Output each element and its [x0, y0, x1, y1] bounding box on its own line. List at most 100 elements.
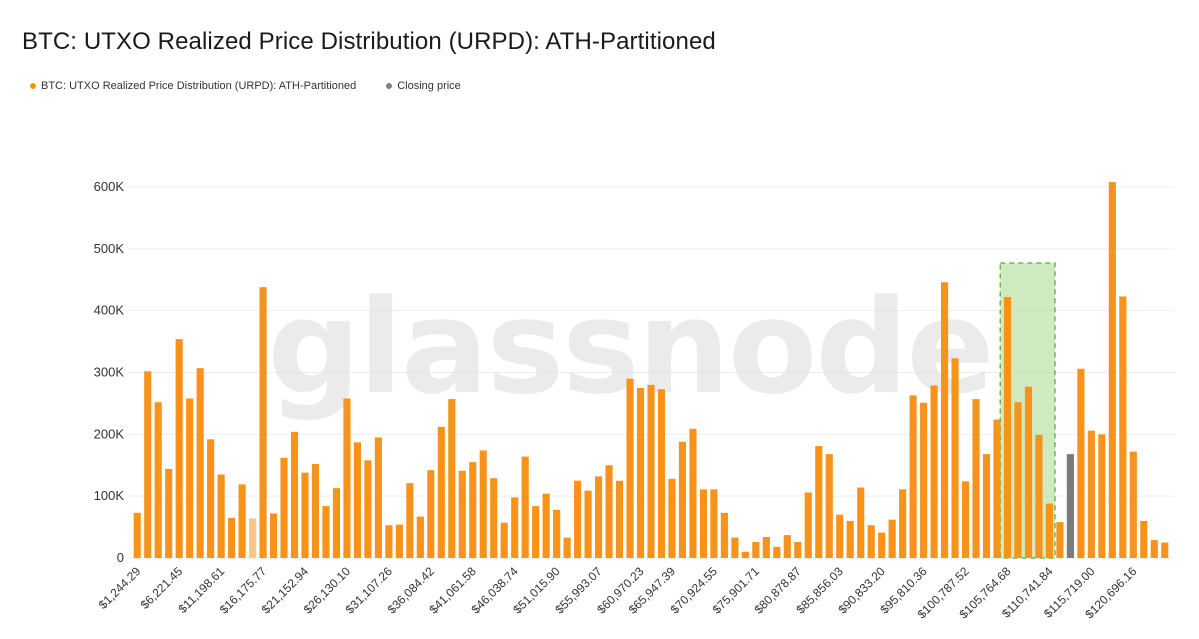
bar[interactable]: [961, 481, 970, 558]
bar[interactable]: [144, 371, 152, 558]
bar[interactable]: [773, 546, 781, 558]
bar[interactable]: [269, 513, 278, 558]
bar[interactable]: [899, 489, 907, 558]
closing-price-bar[interactable]: [1066, 454, 1074, 558]
bar[interactable]: [364, 460, 372, 558]
bar[interactable]: [584, 490, 592, 558]
bar[interactable]: [878, 532, 886, 558]
bar[interactable]: [1077, 368, 1085, 558]
bar[interactable]: [762, 536, 770, 558]
bar[interactable]: [1035, 434, 1043, 558]
bar[interactable]: [783, 535, 791, 558]
bar[interactable]: [689, 428, 697, 558]
bar[interactable]: [154, 402, 162, 558]
bar[interactable]: [479, 450, 487, 558]
bar[interactable]: [1024, 386, 1033, 558]
bar[interactable]: [993, 419, 1001, 558]
bar[interactable]: [909, 395, 917, 558]
bar[interactable]: [175, 339, 183, 558]
bar[interactable]: [217, 474, 225, 558]
bar[interactable]: [1045, 503, 1053, 558]
bar[interactable]: [521, 456, 529, 558]
bar[interactable]: [563, 537, 571, 558]
bar[interactable]: [228, 517, 236, 558]
bar[interactable]: [941, 282, 949, 558]
bar[interactable]: [678, 441, 687, 558]
bar[interactable]: [574, 480, 582, 558]
bar[interactable]: [374, 437, 382, 558]
bar[interactable]: [238, 484, 246, 558]
bar[interactable]: [207, 439, 215, 558]
bar[interactable]: [490, 478, 498, 558]
bar[interactable]: [1087, 430, 1095, 558]
bar[interactable]: [500, 522, 508, 558]
bar[interactable]: [290, 431, 299, 558]
bar[interactable]: [133, 512, 141, 558]
bar[interactable]: [1056, 522, 1064, 558]
bar[interactable]: [867, 525, 875, 558]
bar[interactable]: [888, 519, 896, 558]
bar[interactable]: [815, 446, 823, 558]
bar[interactable]: [511, 497, 519, 558]
bar[interactable]: [951, 358, 959, 558]
bar[interactable]: [196, 368, 204, 558]
bar[interactable]: [647, 384, 655, 558]
bar[interactable]: [1098, 434, 1106, 558]
bar[interactable]: [846, 520, 854, 558]
bar[interactable]: [353, 442, 361, 558]
bar[interactable]: [657, 389, 666, 558]
bar[interactable]: [1119, 296, 1127, 558]
bar[interactable]: [930, 385, 938, 558]
bar[interactable]: [280, 457, 288, 558]
bar[interactable]: [469, 462, 477, 558]
bar[interactable]: [720, 512, 728, 558]
bar[interactable]: [165, 468, 173, 558]
bar[interactable]: [1161, 542, 1169, 558]
bar[interactable]: [825, 454, 833, 558]
bar[interactable]: [636, 387, 645, 558]
bar[interactable]: [920, 402, 928, 558]
legend-item-urpd[interactable]: BTC: UTXO Realized Price Distribution (U…: [30, 80, 356, 92]
bar[interactable]: [1014, 402, 1022, 558]
bar[interactable]: [437, 426, 445, 558]
bar[interactable]: [322, 506, 330, 558]
bar[interactable]: [311, 464, 320, 558]
bar[interactable]: [301, 472, 309, 558]
bar[interactable]: [249, 518, 257, 558]
bar[interactable]: [1150, 540, 1158, 558]
bar[interactable]: [710, 489, 718, 558]
bar[interactable]: [553, 509, 561, 558]
bar[interactable]: [668, 478, 676, 558]
bar[interactable]: [752, 541, 760, 558]
bar[interactable]: [731, 537, 739, 558]
bar[interactable]: [186, 398, 194, 558]
bar[interactable]: [595, 476, 603, 558]
bar[interactable]: [458, 470, 466, 558]
bar[interactable]: [857, 487, 865, 558]
bar[interactable]: [1108, 182, 1116, 558]
bar[interactable]: [741, 551, 749, 558]
bar[interactable]: [982, 454, 991, 558]
bar[interactable]: [427, 470, 435, 558]
bar[interactable]: [972, 399, 980, 558]
bar[interactable]: [542, 493, 550, 558]
bar[interactable]: [259, 287, 267, 558]
bar[interactable]: [626, 378, 634, 558]
bar[interactable]: [1129, 451, 1137, 558]
bar[interactable]: [615, 480, 624, 558]
bar[interactable]: [332, 488, 341, 558]
bar[interactable]: [343, 398, 351, 558]
bar[interactable]: [1140, 520, 1148, 558]
bar[interactable]: [794, 541, 802, 558]
bar[interactable]: [1003, 297, 1012, 558]
bar[interactable]: [385, 525, 393, 558]
bar[interactable]: [699, 489, 707, 558]
bar[interactable]: [416, 516, 424, 558]
bar[interactable]: [605, 465, 613, 558]
bar[interactable]: [448, 399, 456, 558]
bar[interactable]: [395, 524, 403, 558]
bar[interactable]: [406, 483, 414, 558]
legend-item-closing-price[interactable]: Closing price: [386, 80, 461, 92]
bar[interactable]: [804, 492, 812, 558]
bar[interactable]: [532, 506, 540, 558]
